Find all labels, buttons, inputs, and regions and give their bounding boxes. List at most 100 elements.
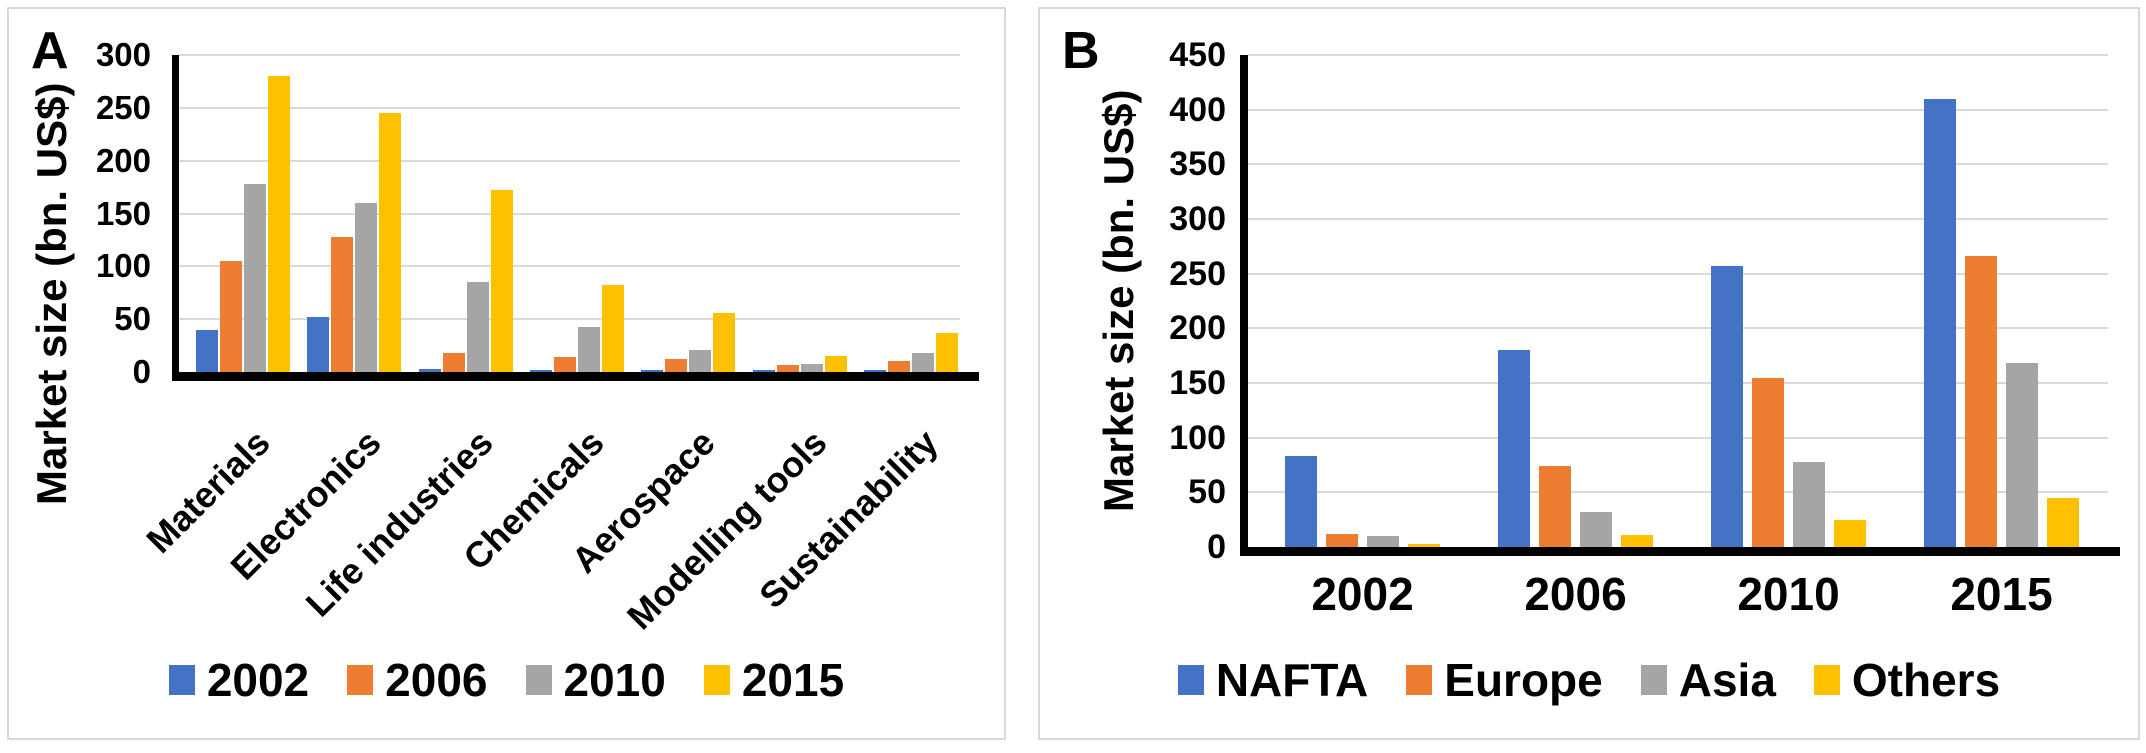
legend-label: 2006	[385, 654, 488, 706]
bar	[1621, 534, 1653, 547]
y-tick-label: 300	[1169, 200, 1226, 238]
y-tick-label: 350	[1169, 145, 1226, 184]
chart-area-a: 0 50 100 150 200 250 300 Materials Electronics Li…	[9, 9, 1004, 738]
bar	[2047, 497, 2079, 547]
legend-swatch	[703, 665, 730, 695]
bar	[331, 236, 354, 372]
legend-item: Europe	[1406, 653, 1603, 707]
gridline	[179, 159, 960, 162]
bar	[1367, 536, 1399, 547]
bar	[1711, 266, 1743, 547]
bar	[2006, 363, 2038, 547]
panel-a-label: A	[31, 22, 69, 80]
bar	[307, 317, 330, 372]
bar	[800, 363, 823, 372]
gridline	[179, 212, 960, 215]
bar	[936, 332, 959, 372]
legend-swatch	[1813, 665, 1840, 695]
chart-area-b: 0 50 100 150 200 250 300 350 400 450 2002 2006 2010 2…	[1040, 9, 2138, 738]
bar	[641, 370, 664, 372]
legend: NAFTA Europe Asia Others	[1040, 653, 2138, 707]
gridline	[179, 106, 960, 109]
gridline	[1248, 327, 2108, 330]
y-tick-label: 100	[95, 247, 151, 285]
legend-swatch	[1640, 665, 1667, 695]
gridline	[1248, 436, 2108, 439]
legend: 2002 2006 2010 2015	[9, 653, 1004, 707]
bar	[912, 352, 935, 372]
legend-swatch	[347, 665, 374, 695]
bar	[442, 352, 465, 372]
panel-b: B Market size (bn. US$) 0 50 100 150 200 250 3…	[1038, 7, 2140, 740]
bar	[864, 370, 887, 372]
bar	[219, 261, 242, 372]
bar	[689, 349, 712, 372]
bar	[1498, 350, 1530, 547]
bar	[1408, 543, 1440, 547]
legend-label: NAFTA	[1215, 654, 1369, 706]
x-tick-label: 2006	[1524, 568, 1627, 620]
bar	[602, 285, 624, 372]
x-axis-line	[172, 372, 979, 381]
bar	[466, 282, 489, 372]
y-tick-label: 50	[1188, 473, 1226, 512]
x-tick-label: 2010	[1737, 568, 1840, 620]
panel-a: A Market size (bn. US$) 0 50 100 150 200 250 3…	[7, 7, 1006, 740]
y-tick-label: 200	[1169, 309, 1226, 348]
bar	[578, 326, 600, 372]
gridline	[179, 54, 960, 56]
legend-swatch	[168, 665, 195, 695]
y-tick-label: 250	[95, 88, 151, 126]
legend-item: 2015	[703, 653, 844, 707]
bar	[752, 370, 775, 372]
y-tick-label: 0	[132, 353, 151, 390]
bar	[1834, 519, 1866, 547]
bar	[1539, 466, 1571, 547]
legend-item: 2002	[168, 653, 310, 707]
legend-label: Asia	[1678, 654, 1776, 706]
bar	[824, 356, 847, 372]
gridline	[1248, 382, 2108, 384]
gridline	[1248, 218, 2108, 220]
legend-label: 2002	[206, 654, 310, 706]
panel-b-label: B	[1062, 22, 1100, 80]
y-axis-line	[172, 55, 179, 381]
y-tick-label: 300	[95, 36, 151, 73]
y-axis-line	[1240, 55, 1248, 556]
y-tick-label: 450	[1169, 36, 1226, 74]
gridline	[1248, 163, 2108, 166]
legend-label: Others	[1851, 654, 2001, 706]
gridline	[1248, 108, 2108, 111]
bar	[243, 183, 266, 372]
legend-swatch	[525, 665, 552, 695]
bar	[1924, 98, 1956, 547]
legend-item: 2006	[347, 653, 488, 707]
y-tick-label: 150	[1169, 364, 1226, 402]
bar	[554, 357, 576, 372]
gridline	[1248, 491, 2108, 494]
bar	[379, 113, 402, 372]
y-tick-label: 150	[95, 194, 151, 232]
category-label: Modelling tools	[618, 421, 835, 638]
gridline	[1248, 54, 2108, 56]
y-tick-label: 400	[1169, 90, 1226, 129]
bar	[1580, 512, 1612, 547]
legend-item: Others	[1813, 653, 2001, 707]
y-tick-label: 250	[1169, 254, 1226, 293]
bar	[888, 361, 911, 372]
bar	[713, 312, 736, 372]
legend-item: Asia	[1640, 653, 1776, 707]
bar	[355, 202, 378, 372]
bar	[665, 359, 688, 372]
x-axis-line	[1240, 547, 2120, 556]
bar	[267, 76, 290, 372]
x-tick-label: 2015	[1950, 568, 2053, 620]
legend-label: 2010	[563, 654, 666, 706]
y-tick-label: 50	[114, 300, 151, 338]
legend-swatch	[1406, 665, 1433, 695]
x-tick-label: 2002	[1311, 568, 1414, 620]
y-tick-label: 100	[1169, 418, 1226, 457]
bar	[776, 364, 799, 372]
gridline	[179, 318, 960, 321]
